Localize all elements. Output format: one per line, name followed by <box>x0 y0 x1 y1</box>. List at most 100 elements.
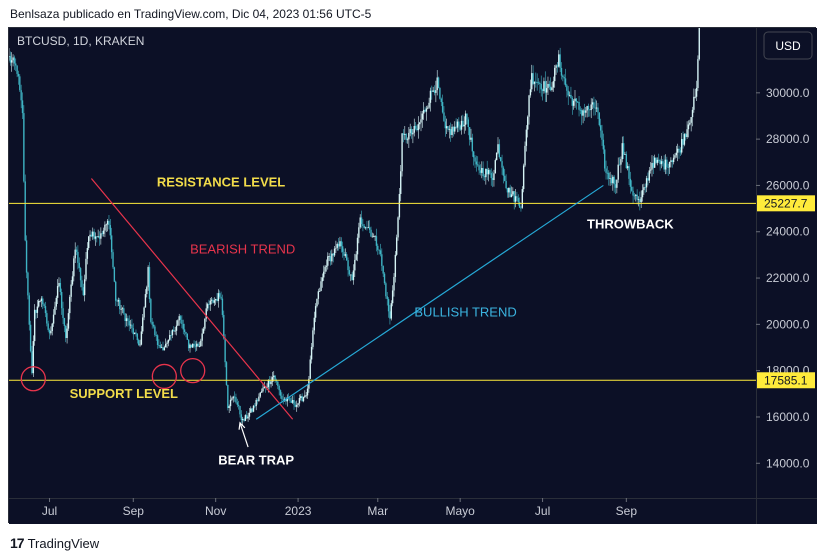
candle <box>683 133 686 147</box>
candle <box>660 155 663 169</box>
candle-body <box>205 308 207 319</box>
candle <box>25 235 28 279</box>
candle-body <box>377 245 379 250</box>
candle-body <box>394 254 397 277</box>
candle <box>698 28 700 61</box>
candle-body <box>543 81 545 91</box>
candle-body <box>192 343 194 348</box>
candle-body <box>360 217 363 225</box>
candle-body <box>562 75 564 78</box>
candle-body <box>123 308 125 314</box>
candle <box>63 317 66 333</box>
annotation-bullish-trend: BULLISH TREND <box>414 305 516 320</box>
candle <box>210 297 213 305</box>
candle <box>250 406 252 413</box>
candle-body <box>586 105 588 111</box>
candle-body <box>214 299 217 301</box>
candle <box>120 305 122 316</box>
candle-body <box>185 332 187 334</box>
candle-body <box>309 359 311 379</box>
candle <box>142 313 144 334</box>
btc-price-chart[interactable]: RESISTANCE LEVEL BEARISH TREND SUPPORT LEV… <box>9 28 817 524</box>
candle-body <box>671 160 673 163</box>
candle <box>506 187 509 198</box>
candle <box>463 116 465 134</box>
candle-body <box>174 330 176 332</box>
candle-body <box>531 73 533 90</box>
candle-body <box>414 125 417 129</box>
candle-body <box>219 293 221 297</box>
candle-body <box>325 265 328 267</box>
candle <box>562 74 564 82</box>
candle <box>358 222 360 244</box>
candle-body <box>690 117 692 123</box>
candle <box>601 124 603 146</box>
candle-body <box>150 299 152 322</box>
candle-body <box>32 341 35 374</box>
y-tick-label: 28000.0 <box>766 132 810 146</box>
candle <box>368 220 371 234</box>
candle-body <box>625 154 628 169</box>
currency-button-label: USD <box>775 39 801 53</box>
candle-body <box>285 398 287 402</box>
candle <box>213 297 216 306</box>
candle <box>147 265 149 291</box>
candle-body <box>529 89 532 96</box>
candle <box>132 323 134 340</box>
candle-body <box>601 130 603 140</box>
candle-body <box>224 338 226 363</box>
candle-body <box>648 170 650 181</box>
price-badge-bg <box>757 195 815 212</box>
candle <box>177 319 179 326</box>
candle <box>370 226 372 237</box>
candle <box>336 242 338 251</box>
candle <box>328 253 330 262</box>
candle <box>96 236 98 243</box>
candle-body <box>77 251 79 263</box>
candle <box>214 298 217 305</box>
candle <box>413 118 415 137</box>
candle-body <box>209 300 211 305</box>
candle-body <box>341 246 344 252</box>
candle <box>645 175 648 193</box>
candle <box>225 360 228 386</box>
candle-body <box>591 102 594 105</box>
candle-body <box>259 392 261 397</box>
candle-body <box>144 294 147 308</box>
candle-body <box>179 316 182 320</box>
candle <box>383 271 386 285</box>
candle <box>309 355 311 380</box>
candle <box>552 76 555 92</box>
candle-body <box>189 344 191 349</box>
candle-body <box>9 56 10 57</box>
candle <box>350 274 352 282</box>
candle-body <box>170 335 172 336</box>
currency-button[interactable]: USD <box>763 31 813 60</box>
candle <box>510 186 513 198</box>
candle <box>435 80 437 103</box>
candle-body <box>304 395 306 397</box>
candle-body <box>40 298 43 301</box>
candle <box>348 266 351 277</box>
candle-body <box>678 148 680 151</box>
candle-body <box>628 166 630 179</box>
candle-body <box>312 330 314 347</box>
candle-body <box>297 403 299 405</box>
candle <box>87 236 90 251</box>
candle-body <box>339 241 341 247</box>
candle-body <box>282 398 284 400</box>
candle-body <box>362 224 364 226</box>
candle <box>567 86 569 106</box>
candle <box>71 271 74 286</box>
candle-body <box>524 145 526 166</box>
candle <box>651 155 653 177</box>
annotation-bear-trap: BEAR TRAP <box>218 452 294 467</box>
candle <box>297 402 299 408</box>
candle <box>616 179 618 194</box>
candle-body <box>69 296 71 314</box>
candle-body <box>20 90 22 101</box>
candle <box>269 376 271 390</box>
candle-body <box>354 259 356 271</box>
candle <box>351 272 353 281</box>
candle-body <box>418 122 421 125</box>
